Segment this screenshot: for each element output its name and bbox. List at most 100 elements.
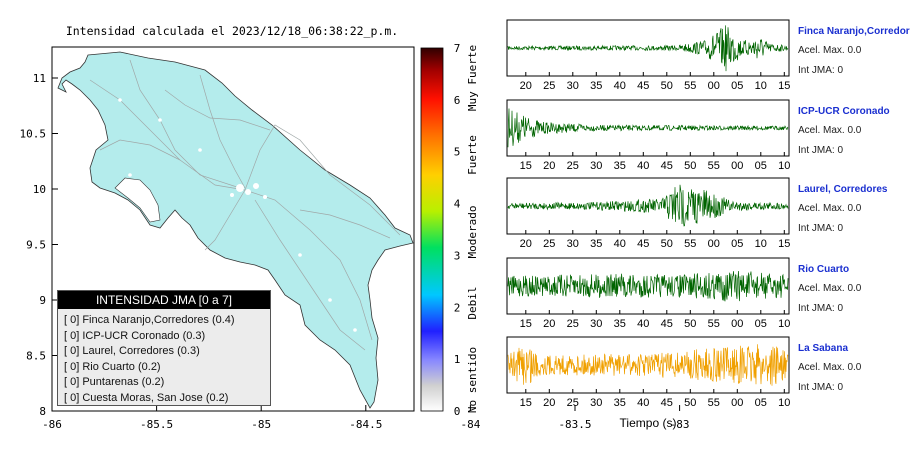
station-name: La Sabana	[798, 343, 848, 354]
map-x-tick-label: -84	[460, 418, 480, 431]
waveform-tick-label: 40	[637, 397, 649, 409]
intensity-colorbar	[420, 47, 444, 412]
waveform-x-label: Tiempo (s)	[620, 416, 677, 430]
legend-row: [ 0] Cuesta Moras, San Jose (0.2)	[64, 391, 229, 404]
waveform-tick-label: 30	[567, 238, 579, 250]
station-name: ICP-UCR Coronado	[798, 106, 890, 117]
waveform-tick-label: 45	[661, 318, 673, 330]
waveform-tick-label: 40	[614, 80, 626, 92]
waveform-tick-label: 20	[543, 397, 555, 409]
waveform-tick-label: 40	[637, 160, 649, 172]
waveform-tick-label: 50	[661, 80, 673, 92]
colorbar-ticks: 7 6 5 4 3 2 1 0	[454, 42, 461, 418]
waveform-tick-label: 40	[614, 238, 626, 250]
waveform-tick-label: 30	[590, 318, 602, 330]
waveform-tick-label: 05	[755, 318, 767, 330]
waveform-tick-label: 05	[731, 80, 743, 92]
cbar-label-moderado: Moderado	[466, 206, 479, 259]
colorbar-labels: Muy Fuerte Fuerte Moderado Debil No sent…	[466, 45, 479, 413]
waveform-panel: 15 20 25 30 35 40 45 50 55 00 05 10 La Sabana Acel. M…	[506, 336, 862, 409]
cbar-tick-label: 1	[454, 353, 461, 366]
cbar-label-fuerte: Fuerte	[466, 135, 479, 175]
legend-row: [ 0] ICP-UCR Coronado (0.3)	[64, 329, 206, 342]
waveform-tick-label: 50	[684, 318, 696, 330]
station-name: Laurel, Corredores	[798, 184, 888, 195]
waveform-tick-label: 30	[590, 160, 602, 172]
waveform-tick-label: 45	[637, 80, 649, 92]
waveform-tick-label: 15	[520, 160, 532, 172]
station-accel: Acel. Max. 0.0	[798, 45, 862, 56]
map-y-tick-label: 8.5	[26, 350, 46, 363]
legend-rows: [ 0] Finca Naranjo,Corredores (0.4) [ 0]…	[58, 309, 270, 406]
cbar-label-muy-fuerte: Muy Fuerte	[466, 45, 479, 111]
waveform-tick-label: 55	[708, 160, 720, 172]
waveform-tick-label: 50	[684, 160, 696, 172]
waveform-tick-label: 50	[661, 238, 673, 250]
waveform-tick-label: 35	[590, 80, 602, 92]
station-jma: Int JMA: 0	[798, 65, 843, 76]
cbar-label-debil: Debil	[466, 286, 479, 319]
waveform-tick-label: 10	[755, 238, 767, 250]
waveform-tick-label: 00	[731, 318, 743, 330]
map-x-tick-label: -85	[251, 418, 271, 431]
cbar-tick-label: 0	[454, 405, 461, 418]
waveform-tick-label: 00	[731, 397, 743, 409]
waveform-tick-label: 45	[661, 160, 673, 172]
map-y-tick-label: 9	[39, 294, 46, 307]
waveform-tick-label: 15	[778, 238, 790, 250]
waveform-tick-label: 05	[755, 160, 767, 172]
waveform-tick-label: 00	[708, 80, 720, 92]
waveform-panels: 20 25 30 35 40 45 50 55 00 05 10 15 Finca Naranjo,Co…	[506, 19, 910, 409]
waveform-panel: 15 20 25 30 35 40 45 50 55 00 05 10 ICP-UCR Coronado…	[506, 99, 890, 172]
station-accel: Acel. Max. 0.0	[798, 283, 862, 294]
cbar-tick-label: 4	[454, 198, 461, 211]
waveform-tick-label: 15	[520, 318, 532, 330]
waveform-tick-label: 35	[614, 318, 626, 330]
waveform-panel: 20 25 30 35 40 45 50 55 00 05 10 15 Finca Naranjo,Co…	[506, 19, 910, 92]
waveform-trace	[507, 344, 789, 386]
waveform-tick-label: 35	[590, 238, 602, 250]
legend-title: INTENSIDAD JMA [0 a 7]	[58, 291, 270, 309]
station-jma: Int JMA: 0	[798, 145, 843, 156]
map-title: Intensidad calculada el 2023/12/18_06:38…	[66, 24, 398, 38]
waveform-tick-label: 55	[708, 318, 720, 330]
waveform-panel: 15 20 25 30 35 40 45 50 55 00 05 10 Rio Cuarto Acel. …	[506, 257, 862, 330]
waveform-tick-label: 25	[543, 238, 555, 250]
legend-row: [ 0] Puntarenas (0.2)	[64, 376, 165, 388]
map-y-tick-label: 9.5	[26, 239, 46, 252]
waveform-tick-label: 10	[755, 80, 767, 92]
map-x-axis: -86 -85.5 -85 -84.5 -84 -83.5 -83	[42, 405, 690, 431]
station-name: Finca Naranjo,Corredores	[798, 26, 910, 37]
station-accel: Acel. Max. 0.0	[798, 203, 862, 214]
waveform-tick-label: 40	[637, 318, 649, 330]
cbar-tick-label: 2	[454, 301, 461, 314]
waveform-tick-label: 45	[661, 397, 673, 409]
waveform-trace	[507, 270, 789, 302]
map-y-tick-label: 10	[33, 183, 46, 196]
waveform-tick-label: 25	[567, 160, 579, 172]
map-x-tick-label: -83	[670, 418, 690, 431]
station-legend: INTENSIDAD JMA [0 a 7] [ 0] Finca Naranj…	[57, 290, 271, 406]
waveform-tick-label: 25	[543, 80, 555, 92]
waveform-tick-label: 15	[778, 80, 790, 92]
station-jma: Int JMA: 0	[798, 382, 843, 393]
waveform-panel: 20 25 30 35 40 45 50 55 00 05 10 15 Laurel, Corredor…	[506, 177, 888, 250]
waveform-tick-label: 00	[708, 238, 720, 250]
map-y-tick-label: 8	[39, 405, 46, 418]
legend-row: [ 0] Rio Cuarto (0.2)	[64, 360, 161, 373]
cbar-tick-label: 3	[454, 249, 461, 262]
map-x-tick-label: -83.5	[558, 418, 591, 431]
waveform-trace	[507, 25, 789, 72]
waveform-tick-label: 35	[614, 160, 626, 172]
waveform-tick-label: 30	[590, 397, 602, 409]
waveform-tick-label: 50	[684, 397, 696, 409]
waveform-tick-label: 10	[778, 318, 790, 330]
waveform-tick-label: 55	[684, 80, 696, 92]
waveform-tick-label: 35	[614, 397, 626, 409]
legend-row: [ 0] Finca Naranjo,Corredores (0.4)	[64, 314, 235, 326]
legend-row: [ 0] Laurel, Corredores (0.3)	[64, 345, 200, 357]
waveform-tick-label: 05	[731, 238, 743, 250]
waveform-tick-label: 10	[778, 397, 790, 409]
map-x-tick-label: -84.5	[349, 418, 382, 431]
cbar-tick-label: 5	[454, 146, 461, 159]
